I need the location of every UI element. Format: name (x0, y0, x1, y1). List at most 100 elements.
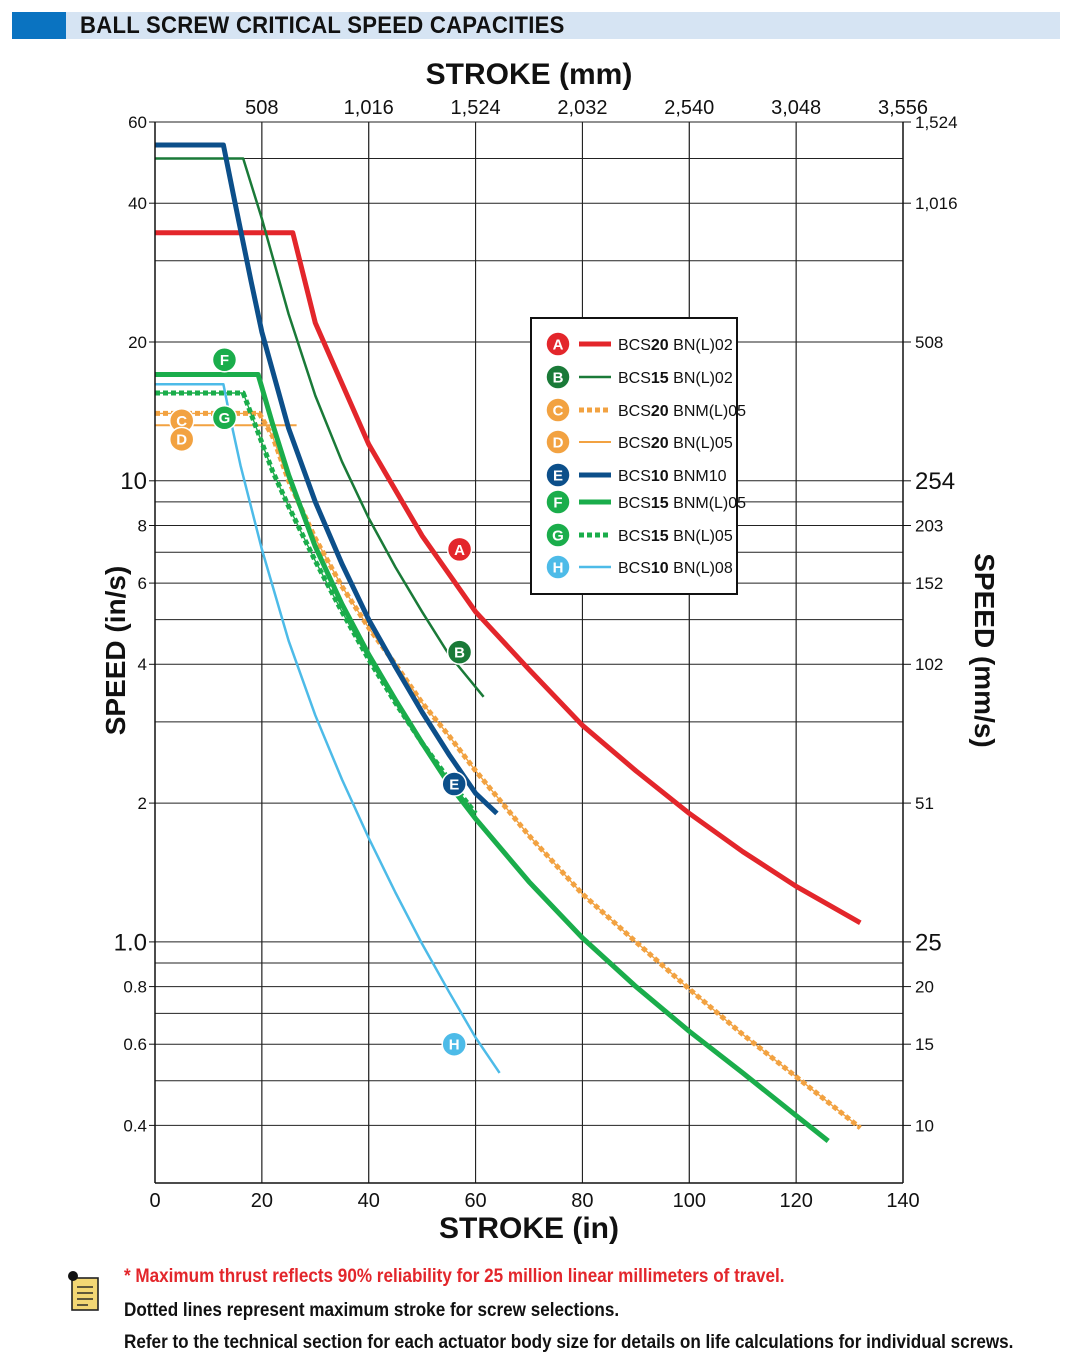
legend-label-suffix: BNM(L)05 (669, 403, 746, 420)
legend-label-d: BCS20 BN(L)05 (618, 435, 733, 452)
legend-label-suffix: BN(L)05 (669, 435, 733, 452)
legend-label-prefix: BCS (618, 435, 651, 452)
legend-label-prefix: BCS (618, 370, 651, 387)
legend-badge-d-circle (545, 429, 571, 455)
badge-e-circle (441, 771, 467, 797)
badge-h-circle (441, 1031, 467, 1057)
x2-tick-label: 3,048 (771, 97, 821, 119)
badge-d-letter: D (176, 432, 187, 449)
badge-f-letter: F (220, 352, 229, 369)
legend-badge-f-circle (545, 489, 571, 515)
x2-tick-label: 2,540 (664, 97, 714, 119)
y-axis-title: SPEED (in/s) (100, 566, 131, 736)
x-tick-label: 60 (464, 1190, 486, 1212)
y2-tick-label: 102 (915, 655, 943, 674)
legend-badge-h-circle (545, 554, 571, 580)
badge-b-circle (446, 639, 473, 665)
legend-badge-e-letter: E (553, 467, 563, 484)
y-tick-label: 0.8 (123, 978, 147, 997)
y2-tick-label: 25 (915, 929, 942, 956)
axes: 0 20 40 60 80 100 120 140 508 1,016 1,524 2,032 2,54… (100, 58, 1000, 1245)
legend-label-suffix: BNM(L)05 (669, 495, 746, 512)
y2-tick-label: 254 (915, 468, 955, 495)
x-axis-title: STROKE (in) (439, 1212, 619, 1245)
y-tick-label: 10 (120, 468, 147, 495)
legend-badge-a-circle (545, 331, 571, 357)
legend-label-size: 15 (651, 528, 669, 545)
x-tick-label: 0 (149, 1190, 160, 1212)
legend-label-prefix: BCS (618, 528, 651, 545)
legend-label-g: BCS15 BN(L)05 (618, 528, 733, 545)
badge-a-letter: A (454, 542, 465, 559)
series-line-b (155, 157, 485, 698)
y2-tick-label: 152 (915, 574, 943, 593)
x2-tick-label: 3,556 (878, 97, 928, 119)
x2-tick-label: 508 (245, 97, 278, 119)
badge-g-circle (211, 405, 238, 431)
badge-b-letter: B (454, 645, 465, 662)
y2-tick-label: 15 (915, 1035, 934, 1054)
legend-label-h: BCS10 BN(L)08 (618, 560, 733, 577)
y2-tick-label: 1,524 (915, 113, 958, 132)
y-tick-label: 20 (128, 333, 147, 352)
legend-label-size: 20 (651, 435, 669, 452)
legend-label-prefix: BCS (618, 495, 651, 512)
header-tab (12, 12, 66, 39)
y-tick-label: 6 (138, 574, 147, 593)
x2-tick-label: 2,032 (557, 97, 607, 119)
legend-badge-e-circle (545, 462, 571, 488)
x-tick-label: 120 (779, 1190, 812, 1212)
legend-badge-b-circle (545, 364, 571, 390)
legend-label-size: 15 (651, 370, 669, 387)
y2-tick-label: 20 (915, 978, 934, 997)
series-lines (155, 142, 862, 1143)
legend-badge-b-letter: B (553, 369, 564, 386)
x2-tick-label: 1,016 (344, 97, 394, 119)
x-tick-label: 20 (251, 1190, 273, 1212)
legend-badge-c-circle (545, 397, 571, 423)
badge-g-letter: G (219, 410, 231, 427)
legend-label-size: 20 (651, 337, 669, 354)
legend-badge-g-letter: G (552, 527, 564, 544)
series-line-a (155, 230, 862, 925)
y2-axis-title: SPEED (mm/s) (969, 553, 1000, 748)
legend-badge-g-circle (545, 522, 571, 548)
y-tick-label: 1.0 (114, 929, 147, 956)
y-tick-label: 0.4 (123, 1116, 147, 1135)
x2-tick-label: 1,524 (451, 97, 501, 119)
series-line-c (155, 410, 862, 1130)
series-line-h (155, 382, 501, 1074)
x-tick-label: 80 (571, 1190, 593, 1212)
legend-box (530, 317, 738, 595)
note-icon (68, 1271, 99, 1311)
series-line-e (155, 142, 499, 816)
series-badges: A B CD E F G H (168, 347, 473, 1057)
y2-tick-label: 1,016 (915, 194, 958, 213)
legend-badge-a-letter: A (553, 336, 564, 353)
legend-badge-d-letter: D (553, 434, 564, 451)
legend-badge-c-letter: C (553, 402, 564, 419)
y-tick-label: 4 (138, 655, 147, 674)
legend-label-size: 10 (651, 468, 669, 485)
legend-label-prefix: BCS (618, 337, 651, 354)
legend-label-prefix: BCS (618, 560, 651, 577)
legend-label-e: BCS10 BNM10 (618, 468, 727, 485)
legend-label-prefix: BCS (618, 403, 651, 420)
legend-label-suffix: BN(L)02 (669, 337, 733, 354)
header-bar: BALL SCREW CRITICAL SPEED CAPACITIES (12, 12, 1060, 39)
legend-label-c: BCS20 BNM(L)05 (618, 403, 746, 420)
badge-h-letter: H (449, 1037, 460, 1054)
x-tick-label: 140 (886, 1190, 919, 1212)
legend-label-suffix: BN(L)08 (669, 560, 733, 577)
legend-badge-f-letter: F (553, 494, 562, 511)
note-dotted: Dotted lines represent maximum stroke fo… (124, 1300, 620, 1321)
y-tick-label: 8 (138, 516, 147, 535)
legend-label-prefix: BCS (618, 468, 651, 485)
legend-label-size: 20 (651, 403, 669, 420)
y-tick-label: 0.6 (123, 1035, 147, 1054)
badge-e-letter: E (449, 776, 459, 793)
series-line-core-c (155, 412, 861, 1129)
legend-label-suffix: BNM10 (669, 468, 727, 485)
x-tick-label: 40 (358, 1190, 380, 1212)
